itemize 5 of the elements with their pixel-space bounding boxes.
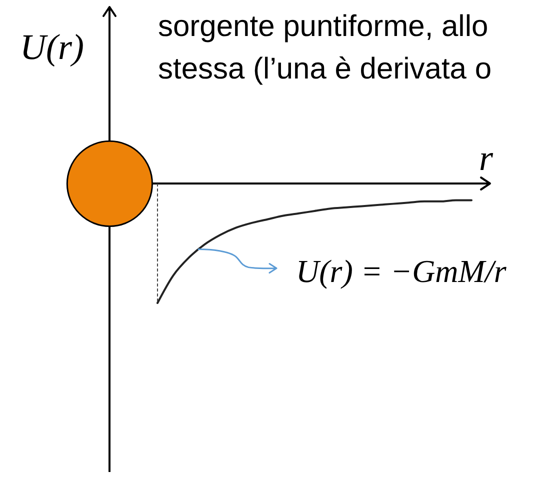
y-axis-title: U(r) [20,27,84,67]
text: sorgente puntiforme, allo [158,10,488,43]
text: stessa (l’una è derivata o [158,52,492,86]
x-axis-title: r [478,138,494,178]
series-label: U(r) = −GmM/r [296,253,507,289]
